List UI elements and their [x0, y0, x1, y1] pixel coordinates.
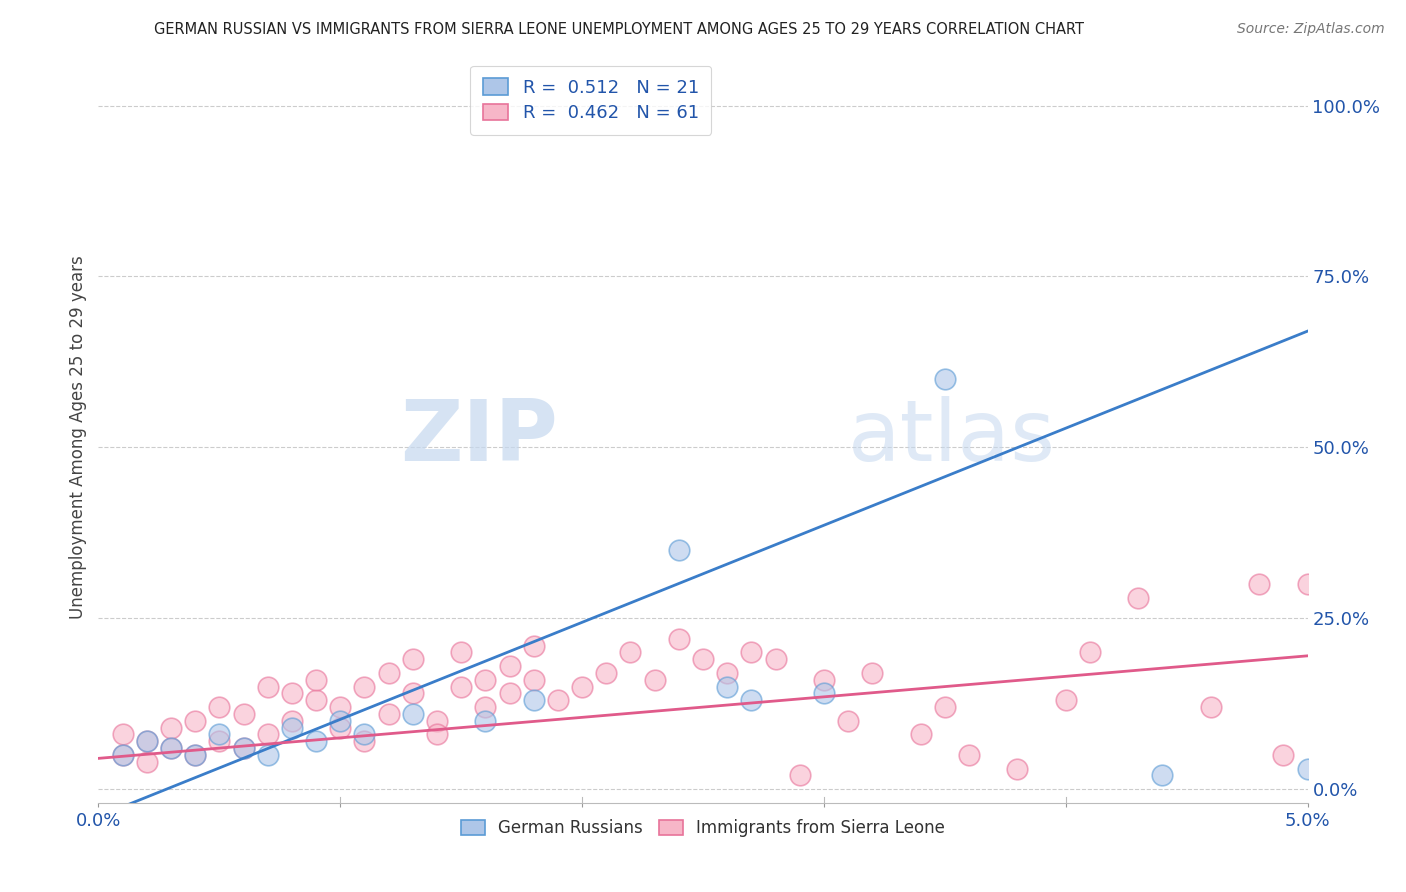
- Point: [1152, 768, 1174, 782]
- Point: [934, 700, 956, 714]
- Point: [135, 755, 157, 769]
- Point: [232, 741, 254, 756]
- Point: [1054, 693, 1077, 707]
- Point: [619, 645, 641, 659]
- Point: [498, 659, 520, 673]
- Point: [934, 372, 956, 386]
- Point: [523, 693, 546, 707]
- Point: [160, 741, 183, 756]
- Point: [595, 665, 617, 680]
- Point: [256, 680, 278, 694]
- Point: [184, 747, 207, 762]
- Point: [716, 665, 738, 680]
- Point: [402, 706, 425, 721]
- Point: [1078, 645, 1101, 659]
- Point: [547, 693, 569, 707]
- Point: [353, 727, 375, 741]
- Point: [450, 680, 472, 694]
- Point: [1199, 700, 1222, 714]
- Point: [474, 673, 496, 687]
- Point: [813, 686, 835, 700]
- Point: [329, 700, 352, 714]
- Point: [377, 706, 399, 721]
- Point: [765, 652, 787, 666]
- Point: [860, 665, 883, 680]
- Point: [135, 734, 157, 748]
- Point: [1296, 577, 1319, 591]
- Point: [740, 693, 762, 707]
- Point: [329, 714, 352, 728]
- Point: [426, 714, 449, 728]
- Text: ZIP: ZIP: [401, 395, 558, 479]
- Point: [450, 645, 472, 659]
- Point: [837, 714, 859, 728]
- Point: [740, 645, 762, 659]
- Point: [160, 741, 183, 756]
- Point: [377, 665, 399, 680]
- Point: [402, 652, 425, 666]
- Y-axis label: Unemployment Among Ages 25 to 29 years: Unemployment Among Ages 25 to 29 years: [69, 255, 87, 619]
- Point: [184, 714, 207, 728]
- Point: [668, 542, 690, 557]
- Point: [644, 673, 666, 687]
- Text: GERMAN RUSSIAN VS IMMIGRANTS FROM SIERRA LEONE UNEMPLOYMENT AMONG AGES 25 TO 29 : GERMAN RUSSIAN VS IMMIGRANTS FROM SIERRA…: [153, 22, 1084, 37]
- Point: [1007, 762, 1029, 776]
- Point: [353, 734, 375, 748]
- Point: [523, 639, 546, 653]
- Point: [232, 741, 254, 756]
- Point: [256, 747, 278, 762]
- Point: [135, 734, 157, 748]
- Point: [281, 714, 304, 728]
- Point: [523, 673, 546, 687]
- Point: [426, 727, 449, 741]
- Point: [402, 686, 425, 700]
- Point: [668, 632, 690, 646]
- Point: [813, 673, 835, 687]
- Point: [281, 686, 304, 700]
- Point: [184, 747, 207, 762]
- Point: [716, 680, 738, 694]
- Point: [111, 747, 134, 762]
- Point: [232, 706, 254, 721]
- Point: [329, 721, 352, 735]
- Text: Source: ZipAtlas.com: Source: ZipAtlas.com: [1237, 22, 1385, 37]
- Point: [474, 700, 496, 714]
- Point: [1272, 747, 1295, 762]
- Point: [474, 714, 496, 728]
- Point: [1249, 577, 1271, 591]
- Point: [208, 734, 231, 748]
- Text: atlas: atlas: [848, 395, 1056, 479]
- Point: [305, 673, 328, 687]
- Point: [160, 721, 183, 735]
- Point: [571, 680, 593, 694]
- Legend: German Russians, Immigrants from Sierra Leone: German Russians, Immigrants from Sierra …: [453, 811, 953, 846]
- Point: [692, 652, 714, 666]
- Point: [353, 680, 375, 694]
- Point: [208, 700, 231, 714]
- Point: [111, 747, 134, 762]
- Point: [208, 727, 231, 741]
- Point: [498, 686, 520, 700]
- Point: [1128, 591, 1150, 605]
- Point: [305, 693, 328, 707]
- Point: [910, 727, 932, 741]
- Point: [111, 727, 134, 741]
- Point: [789, 768, 811, 782]
- Point: [957, 747, 980, 762]
- Point: [256, 727, 278, 741]
- Point: [305, 734, 328, 748]
- Point: [281, 721, 304, 735]
- Point: [1296, 762, 1319, 776]
